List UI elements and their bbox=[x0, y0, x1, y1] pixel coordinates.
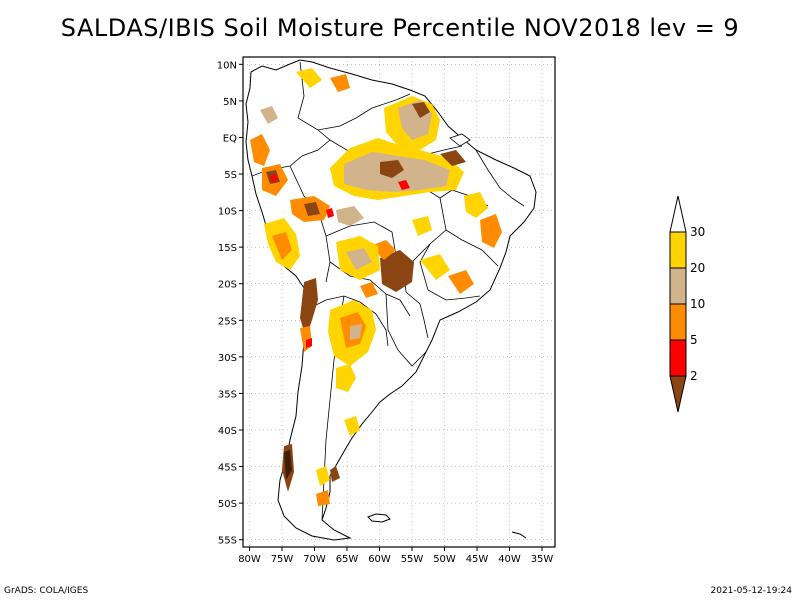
lat-label: 35S bbox=[218, 389, 237, 400]
lat-label: 45S bbox=[218, 463, 237, 474]
colorbar-label: 20 bbox=[690, 261, 705, 275]
lat-label: 20S bbox=[218, 280, 237, 291]
colorbar-segment bbox=[669, 231, 687, 269]
lat-label: 5S bbox=[224, 170, 237, 181]
lat-label: 10N bbox=[217, 60, 237, 71]
south-america-landmass bbox=[245, 59, 537, 541]
colorbar: 30 20 10 5 2 bbox=[669, 195, 705, 413]
lon-label: 45W bbox=[466, 554, 489, 565]
latitude-labels: 10N 5N EQ 5S 10S 15S 20S 25S 30S 35S 40S 45S 50S 55S bbox=[217, 60, 243, 547]
map-title: SALDAS/IBIS Soil Moisture Percentile NOV… bbox=[60, 14, 740, 42]
colorbar-label: 2 bbox=[690, 369, 698, 383]
marajo-island bbox=[449, 133, 471, 147]
south-georgia bbox=[511, 531, 527, 539]
colorbar-bottom-arrow bbox=[669, 375, 687, 413]
lon-label: 40W bbox=[498, 554, 521, 565]
colorbar-label: 5 bbox=[690, 333, 698, 347]
colorbar-segment bbox=[669, 303, 687, 341]
lon-label: 80W bbox=[238, 554, 261, 565]
longitude-labels: 80W 75W 70W 65W 60W 55W 50W 45W 40W 35W bbox=[238, 547, 553, 565]
colorbar-segment bbox=[669, 267, 687, 305]
footer-credit: GrADS: COLA/IGES bbox=[4, 586, 89, 596]
lon-label: 60W bbox=[368, 554, 391, 565]
lat-label: 15S bbox=[218, 243, 237, 254]
colorbar-label: 10 bbox=[690, 297, 705, 311]
falkland-islands bbox=[367, 513, 391, 523]
lat-label: EQ bbox=[223, 133, 237, 144]
lon-label: 50W bbox=[433, 554, 456, 565]
lat-label: 25S bbox=[218, 316, 237, 327]
lon-label: 70W bbox=[303, 554, 326, 565]
colorbar-label: 30 bbox=[690, 225, 705, 239]
lat-label: 5N bbox=[223, 97, 237, 108]
lon-label: 55W bbox=[401, 554, 424, 565]
lon-label: 65W bbox=[336, 554, 359, 565]
colorbar-segment bbox=[669, 339, 687, 377]
footer-timestamp: 2021-05-12-19:24 bbox=[710, 586, 793, 596]
lat-label: 10S bbox=[218, 207, 237, 218]
map-border bbox=[242, 56, 556, 548]
lat-label: 30S bbox=[218, 353, 237, 364]
colorbar-top-arrow bbox=[669, 195, 687, 233]
lat-label: 55S bbox=[218, 536, 237, 547]
lat-label: 40S bbox=[218, 426, 237, 437]
soil-moisture-field bbox=[250, 68, 502, 506]
lat-label: 50S bbox=[218, 499, 237, 510]
lon-label: 75W bbox=[271, 554, 294, 565]
lon-label: 35W bbox=[531, 554, 554, 565]
